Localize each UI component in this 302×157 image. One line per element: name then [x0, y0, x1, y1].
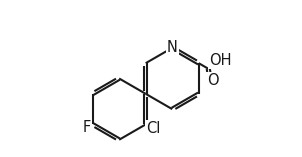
- Text: F: F: [83, 120, 91, 135]
- Text: Cl: Cl: [146, 121, 160, 136]
- Text: OH: OH: [210, 53, 232, 68]
- Text: N: N: [167, 40, 178, 55]
- Text: O: O: [207, 73, 219, 88]
